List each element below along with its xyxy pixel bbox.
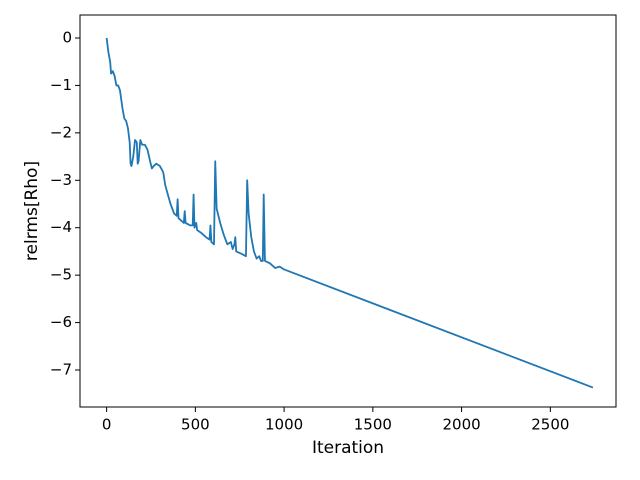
x-tick-label: 1500 xyxy=(354,416,392,434)
y-tick-label: −5 xyxy=(50,266,72,284)
x-tick-label: 2000 xyxy=(442,416,480,434)
y-tick-label: −1 xyxy=(50,76,72,94)
y-tick-label: −6 xyxy=(50,313,72,331)
x-axis-label: Iteration xyxy=(312,438,384,458)
x-tick-label: 500 xyxy=(181,416,210,434)
x-tick-label: 0 xyxy=(102,416,112,434)
line-series xyxy=(105,37,594,389)
y-tick-label: −4 xyxy=(50,218,72,236)
y-axis-label: relrms[Rho] xyxy=(22,161,42,261)
y-tick-label: −7 xyxy=(50,361,72,379)
x-tick-label: 1000 xyxy=(265,416,303,434)
axes-frame xyxy=(79,14,617,408)
x-tick-label: 2500 xyxy=(531,416,569,434)
y-tick-label: −3 xyxy=(50,171,72,189)
y-tick-label: 0 xyxy=(62,29,72,47)
y-tick-label: −2 xyxy=(50,123,72,141)
